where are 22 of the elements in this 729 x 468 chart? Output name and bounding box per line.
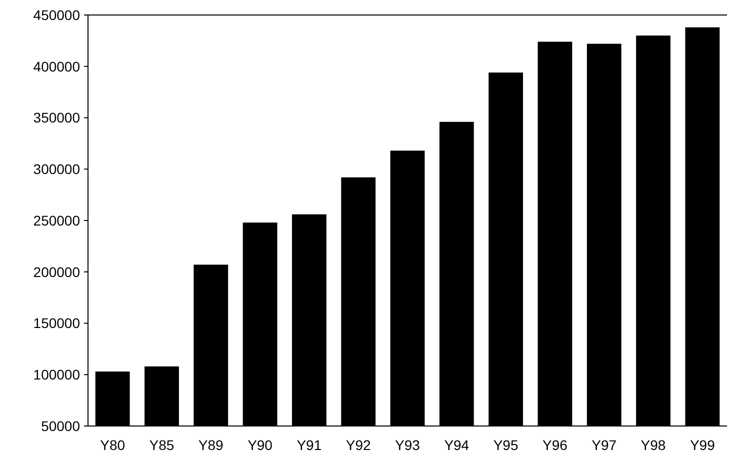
x-tick-label: Y98 bbox=[640, 437, 666, 453]
x-tick-label: Y89 bbox=[198, 437, 224, 453]
x-tick-label: Y97 bbox=[592, 437, 617, 453]
x-tick-label: Y96 bbox=[542, 437, 568, 453]
x-tick-label: Y99 bbox=[690, 437, 716, 453]
y-tick-label: 250000 bbox=[33, 212, 80, 228]
x-tick-label: Y80 bbox=[100, 437, 126, 453]
x-tick-label: Y94 bbox=[444, 437, 470, 453]
y-tick-label: 300000 bbox=[33, 161, 80, 178]
y-tick-label: 350000 bbox=[33, 110, 80, 126]
y-tick-label: 50000 bbox=[41, 418, 80, 434]
x-tick-label: Y90 bbox=[248, 437, 273, 453]
y-tick-label: 200000 bbox=[33, 264, 80, 280]
y-tick-label: 400000 bbox=[33, 58, 80, 74]
x-tick-label: Y92 bbox=[346, 437, 372, 453]
x-tick-label: Y95 bbox=[493, 437, 518, 453]
y-tick-label: 100000 bbox=[33, 366, 80, 383]
y-tick-label: 150000 bbox=[33, 315, 80, 332]
x-tick-label: Y93 bbox=[395, 437, 420, 453]
y-tick-label: 450000 bbox=[33, 6, 80, 23]
x-tick-label: Y91 bbox=[296, 437, 322, 453]
x-tick-label: Y85 bbox=[149, 437, 174, 453]
